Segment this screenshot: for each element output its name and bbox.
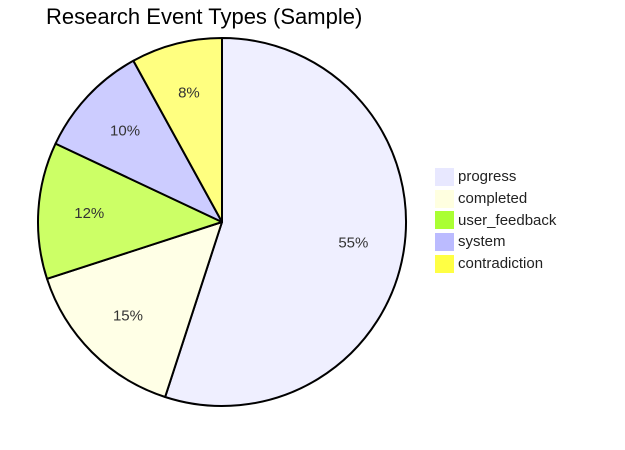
legend-item-system: system (435, 231, 556, 253)
legend-swatch (435, 189, 454, 208)
pie-slice-user-feedback (37, 142, 223, 280)
legend-swatch (435, 254, 454, 273)
legend-item-user-feedback: user_feedback (435, 209, 556, 231)
legend-item-contradiction: contradiction (435, 253, 556, 275)
legend-swatch (435, 211, 454, 230)
pie-slice-progress (164, 37, 407, 407)
pie-label-completed: 15% (113, 308, 143, 325)
legend-item-completed: completed (435, 188, 556, 210)
pie-label-system: 10% (110, 122, 140, 139)
pie-slice-system (54, 59, 223, 223)
pie-slice-contradiction (132, 37, 223, 223)
legend-swatch (435, 167, 454, 186)
legend-label: user_feedback (458, 211, 557, 229)
legend-label: completed (458, 190, 528, 208)
pie-label-user-feedback: 12% (74, 205, 104, 222)
legend-item-progress: progress (435, 166, 556, 188)
legend-swatch (435, 232, 454, 251)
chart-title: Research Event Types (Sample) (46, 4, 363, 29)
legend-label: contradiction (458, 255, 544, 273)
pie-label-progress: 55% (338, 234, 368, 251)
legend-label: system (458, 233, 506, 251)
pie-slice-completed (46, 221, 223, 398)
pie-label-contradiction: 8% (178, 85, 200, 102)
legend-label: progress (458, 168, 517, 186)
